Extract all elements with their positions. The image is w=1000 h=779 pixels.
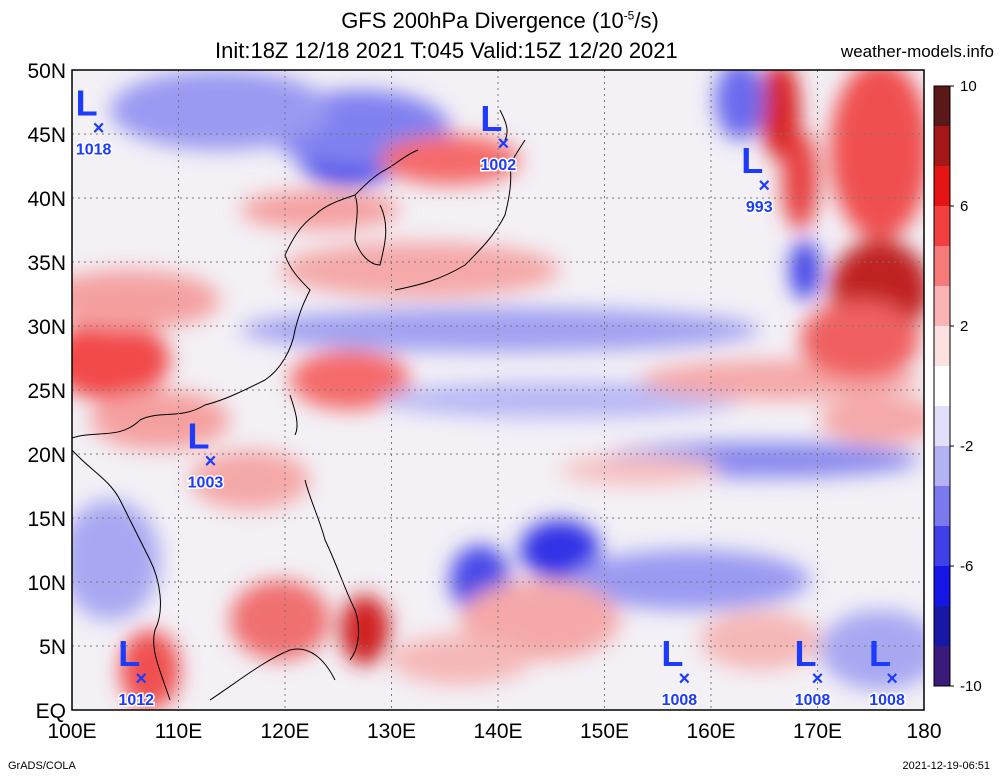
low-pressure-value: 1012: [118, 692, 154, 709]
lon-label: 120E: [260, 720, 309, 743]
lat-label: 35N: [27, 252, 66, 275]
lon-label: 100E: [47, 720, 96, 743]
coast-asia: [72, 149, 419, 439]
coast-korea: [354, 194, 387, 266]
low-center-mark: ×: [886, 668, 898, 690]
colorbar-segment: [934, 286, 950, 327]
low-marker: L× 993: [741, 140, 774, 218]
lon-label: 150E: [580, 720, 629, 743]
low-letter: L: [187, 415, 209, 456]
longitude-labels: 100E 110E 120E 130E 140E 150E 160E 170E 180: [47, 720, 941, 743]
map-frame: [71, 69, 925, 711]
coast-philippines: [304, 479, 360, 661]
lon-label: 170E: [793, 720, 842, 743]
lon-label: 130E: [367, 720, 416, 743]
colorbar-segment: [934, 606, 950, 647]
coast-taiwan: [289, 394, 298, 436]
title-exponent: -5: [623, 8, 635, 23]
chart-title: GFS 200hPa Divergence (10-5/s): [0, 8, 1000, 34]
coastlines: [72, 109, 526, 701]
colorbar-label: -6: [960, 558, 973, 575]
colorbar-frame: [933, 85, 951, 687]
colorbar-segment: [934, 526, 950, 567]
lat-label: 20N: [27, 444, 66, 467]
lat-label: 40N: [27, 188, 66, 211]
low-pressure-value: 993: [746, 199, 773, 216]
colorbar: 10 6 2 -2 -6 -10: [933, 78, 982, 695]
low-center-mark: ×: [93, 118, 105, 140]
colorbar-segment: [934, 366, 950, 407]
low-marker: L× 1012: [117, 633, 156, 711]
footer-timestamp: 2021-12-19-06:51: [902, 760, 990, 772]
lat-label: 15N: [27, 508, 66, 531]
low-marker: L× 1003: [186, 415, 225, 493]
latitude-labels: EQ 5N 10N 15N 20N 25N 30N 35N 40N 45N 50N: [27, 60, 66, 723]
low-center-mark: ×: [758, 175, 770, 197]
low-letter: L: [76, 83, 98, 124]
low-pressure-value: 1002: [481, 157, 517, 174]
lat-label: 5N: [39, 636, 66, 659]
colorbar-label: -10: [960, 678, 982, 695]
colorbar-segment: [934, 246, 950, 287]
lat-label: 50N: [27, 60, 66, 83]
divergence-field: [72, 70, 924, 710]
lon-label: 140E: [473, 720, 522, 743]
low-center-mark: ×: [205, 450, 217, 472]
low-pressure-value: 1008: [795, 692, 831, 709]
colorbar-label: 6: [960, 198, 968, 215]
low-center-mark: ×: [812, 668, 824, 690]
coast-indochina: [72, 449, 171, 701]
low-letter: L: [118, 633, 140, 674]
lon-label: 180: [906, 720, 941, 743]
colorbar-segment: [934, 326, 950, 367]
colorbar-segment: [934, 166, 950, 207]
low-letter: L: [661, 633, 683, 674]
lon-label: 110E: [155, 720, 203, 743]
low-pressure-value: 1018: [76, 142, 112, 159]
title-prefix: GFS 200hPa Divergence (10: [341, 8, 624, 33]
lat-label: 10N: [27, 572, 66, 595]
colorbar-segment: [934, 566, 950, 607]
low-marker: L× 1008: [868, 633, 907, 711]
low-center-mark: ×: [679, 668, 691, 690]
site-credit: weather-models.info: [840, 42, 994, 61]
low-pressure-value: 1008: [662, 692, 698, 709]
lat-label: EQ: [36, 700, 66, 723]
colorbar-label: -2: [960, 438, 973, 455]
chart-subtitle: Init:18Z 12/18 2021 T:045 Valid:15Z 12/2…: [215, 38, 678, 63]
colorbar-segment: [934, 86, 950, 127]
low-marker: L× 1018: [74, 83, 113, 161]
colorbar-segment: [934, 126, 950, 167]
title-suffix: /s): [634, 8, 659, 33]
low-pressure-value: 1003: [188, 474, 224, 491]
low-marker: L× 1002: [479, 98, 518, 176]
coast-borneo: [209, 648, 336, 701]
lat-label: 45N: [27, 124, 66, 147]
footer-software: GrADS/COLA: [8, 760, 76, 772]
colorbar-segment: [934, 406, 950, 447]
low-center-mark: ×: [497, 133, 509, 155]
colorbar-segment: [934, 446, 950, 487]
low-marker: L× 1008: [660, 633, 699, 711]
coast-japan: [394, 139, 526, 291]
low-letter: L: [795, 633, 817, 674]
low-letter: L: [480, 98, 502, 139]
lat-lon-grid: [72, 70, 924, 710]
lon-label: 160E: [686, 720, 735, 743]
coast-sakhalin: [499, 109, 508, 141]
low-pressure-value: 1008: [869, 692, 905, 709]
lat-label: 30N: [27, 316, 66, 339]
colorbar-segment: [934, 646, 950, 687]
low-center-mark: ×: [135, 668, 147, 690]
low-letter: L: [869, 633, 891, 674]
colorbar-segment: [934, 486, 950, 527]
lat-label: 25N: [27, 380, 66, 403]
low-marker: L× 1008: [793, 633, 832, 711]
low-letter: L: [741, 140, 763, 181]
colorbar-segment: [934, 206, 950, 247]
colorbar-label: 10: [960, 78, 977, 95]
colorbar-label: 2: [960, 318, 968, 335]
